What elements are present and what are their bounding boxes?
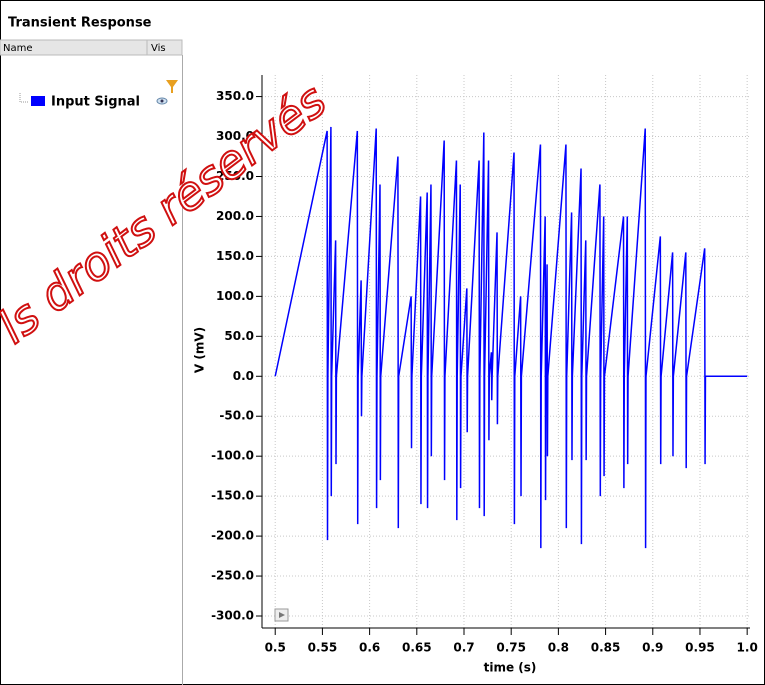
- x-tick-label: 0.75: [496, 641, 526, 655]
- y-tick-label: 350.0: [216, 89, 254, 103]
- plot: 350.0 300.0 250.0 200.0 150.0 100.0 50.0 0.0 -50…: [211, 75, 758, 655]
- y-tick-label: 0.0: [233, 369, 254, 383]
- legend-swatch: [31, 96, 45, 106]
- x-tick-label: 0.8: [548, 641, 569, 655]
- x-tick-label: 0.55: [308, 641, 338, 655]
- y-tick-label: 50.0: [224, 329, 254, 343]
- y-tick-label: -100.0: [211, 449, 254, 463]
- y-tick-label: -50.0: [219, 409, 254, 423]
- x-tick-label: 0.85: [591, 641, 621, 655]
- x-tick-label: 0.6: [359, 641, 380, 655]
- list-header: [0, 39, 183, 56]
- x-axis-title: time (s): [484, 661, 537, 675]
- y-tick-label: -250.0: [211, 569, 254, 583]
- y-tick-label: 150.0: [216, 249, 254, 263]
- y-tick-label: 300.0: [216, 129, 254, 143]
- column-header[interactable]: Name: [3, 43, 33, 54]
- x-tick-label: 0.5: [265, 641, 286, 655]
- signal-line: [274, 126, 748, 549]
- filter-icon[interactable]: [166, 80, 178, 93]
- x-tick-label: 0.95: [685, 641, 715, 655]
- legend-label[interactable]: Input Signal: [51, 95, 140, 110]
- x-tick-label: 0.7: [453, 641, 474, 655]
- y-tick-label: 250.0: [216, 169, 254, 183]
- y-tick-label: 200.0: [216, 209, 254, 223]
- x-tick-label: 0.9: [642, 641, 663, 655]
- x-tick-label: 0.65: [402, 641, 432, 655]
- column-header[interactable]: Vis: [151, 43, 166, 54]
- panel-title: Transient Response: [8, 16, 152, 31]
- y-tick-label: 100.0: [216, 289, 254, 303]
- y-tick-label: -150.0: [211, 489, 254, 503]
- play-icon: [279, 612, 285, 618]
- tree-line: [19, 93, 28, 103]
- x-tick-label: 1.0: [737, 641, 758, 655]
- y-tick-label: -300.0: [211, 609, 254, 623]
- visibility-pupil: [160, 99, 164, 103]
- y-axis-title: V (mV): [193, 327, 207, 373]
- y-tick-label: -200.0: [211, 529, 254, 543]
